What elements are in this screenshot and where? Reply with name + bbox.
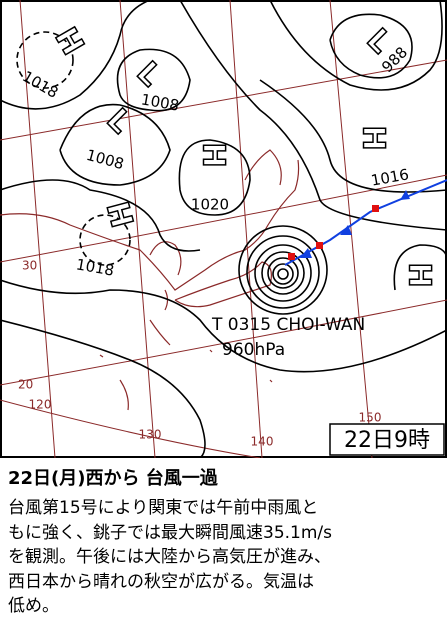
- longitude-label: 130: [139, 428, 162, 442]
- system-mark: H: [356, 125, 391, 150]
- typhoon-name: T 0315 CHOI-WAN: [211, 315, 365, 335]
- article-line: を観測。午後には大陸から高気圧が進み、: [8, 547, 331, 567]
- article-body: 台風第15号により関東では午前中雨風と もに強く、銚子では最大瞬間風速35.1m/…: [8, 496, 444, 619]
- system-mark: H: [402, 262, 437, 287]
- system-mark: H: [196, 142, 231, 167]
- typhoon-pressure: 960hPa: [222, 340, 285, 360]
- latitude-label: 20: [18, 378, 33, 392]
- article: 22日(月)西から 台風一過 台風第15号により関東では午前中雨風と もに強く、銚…: [8, 458, 444, 619]
- article-line: 台風第15号により関東では午前中雨風と: [8, 498, 319, 518]
- longitude-label: 120: [29, 398, 52, 412]
- article-line: 西日本から晴れの秋空が広がる。気温は: [8, 571, 314, 592]
- article-line: 低め。: [8, 596, 59, 616]
- longitude-label: 150: [359, 411, 382, 425]
- pressure-label: 1020: [191, 196, 229, 214]
- isobars: [0, 0, 447, 458]
- timestamp-box: [329, 423, 445, 456]
- longitude-label: 140: [251, 435, 274, 449]
- article-title: 22日(月)西から 台風一過: [8, 468, 218, 489]
- article-line: もに強く、銚子では最大瞬間風速35.1m/s: [8, 522, 332, 543]
- latitude-label: 30: [22, 259, 37, 273]
- graticule: [0, 0, 447, 458]
- front: [284, 179, 447, 266]
- timestamp: 22日9時: [344, 428, 430, 453]
- coastline: [0, 149, 300, 411]
- map-frame: [0, 0, 447, 458]
